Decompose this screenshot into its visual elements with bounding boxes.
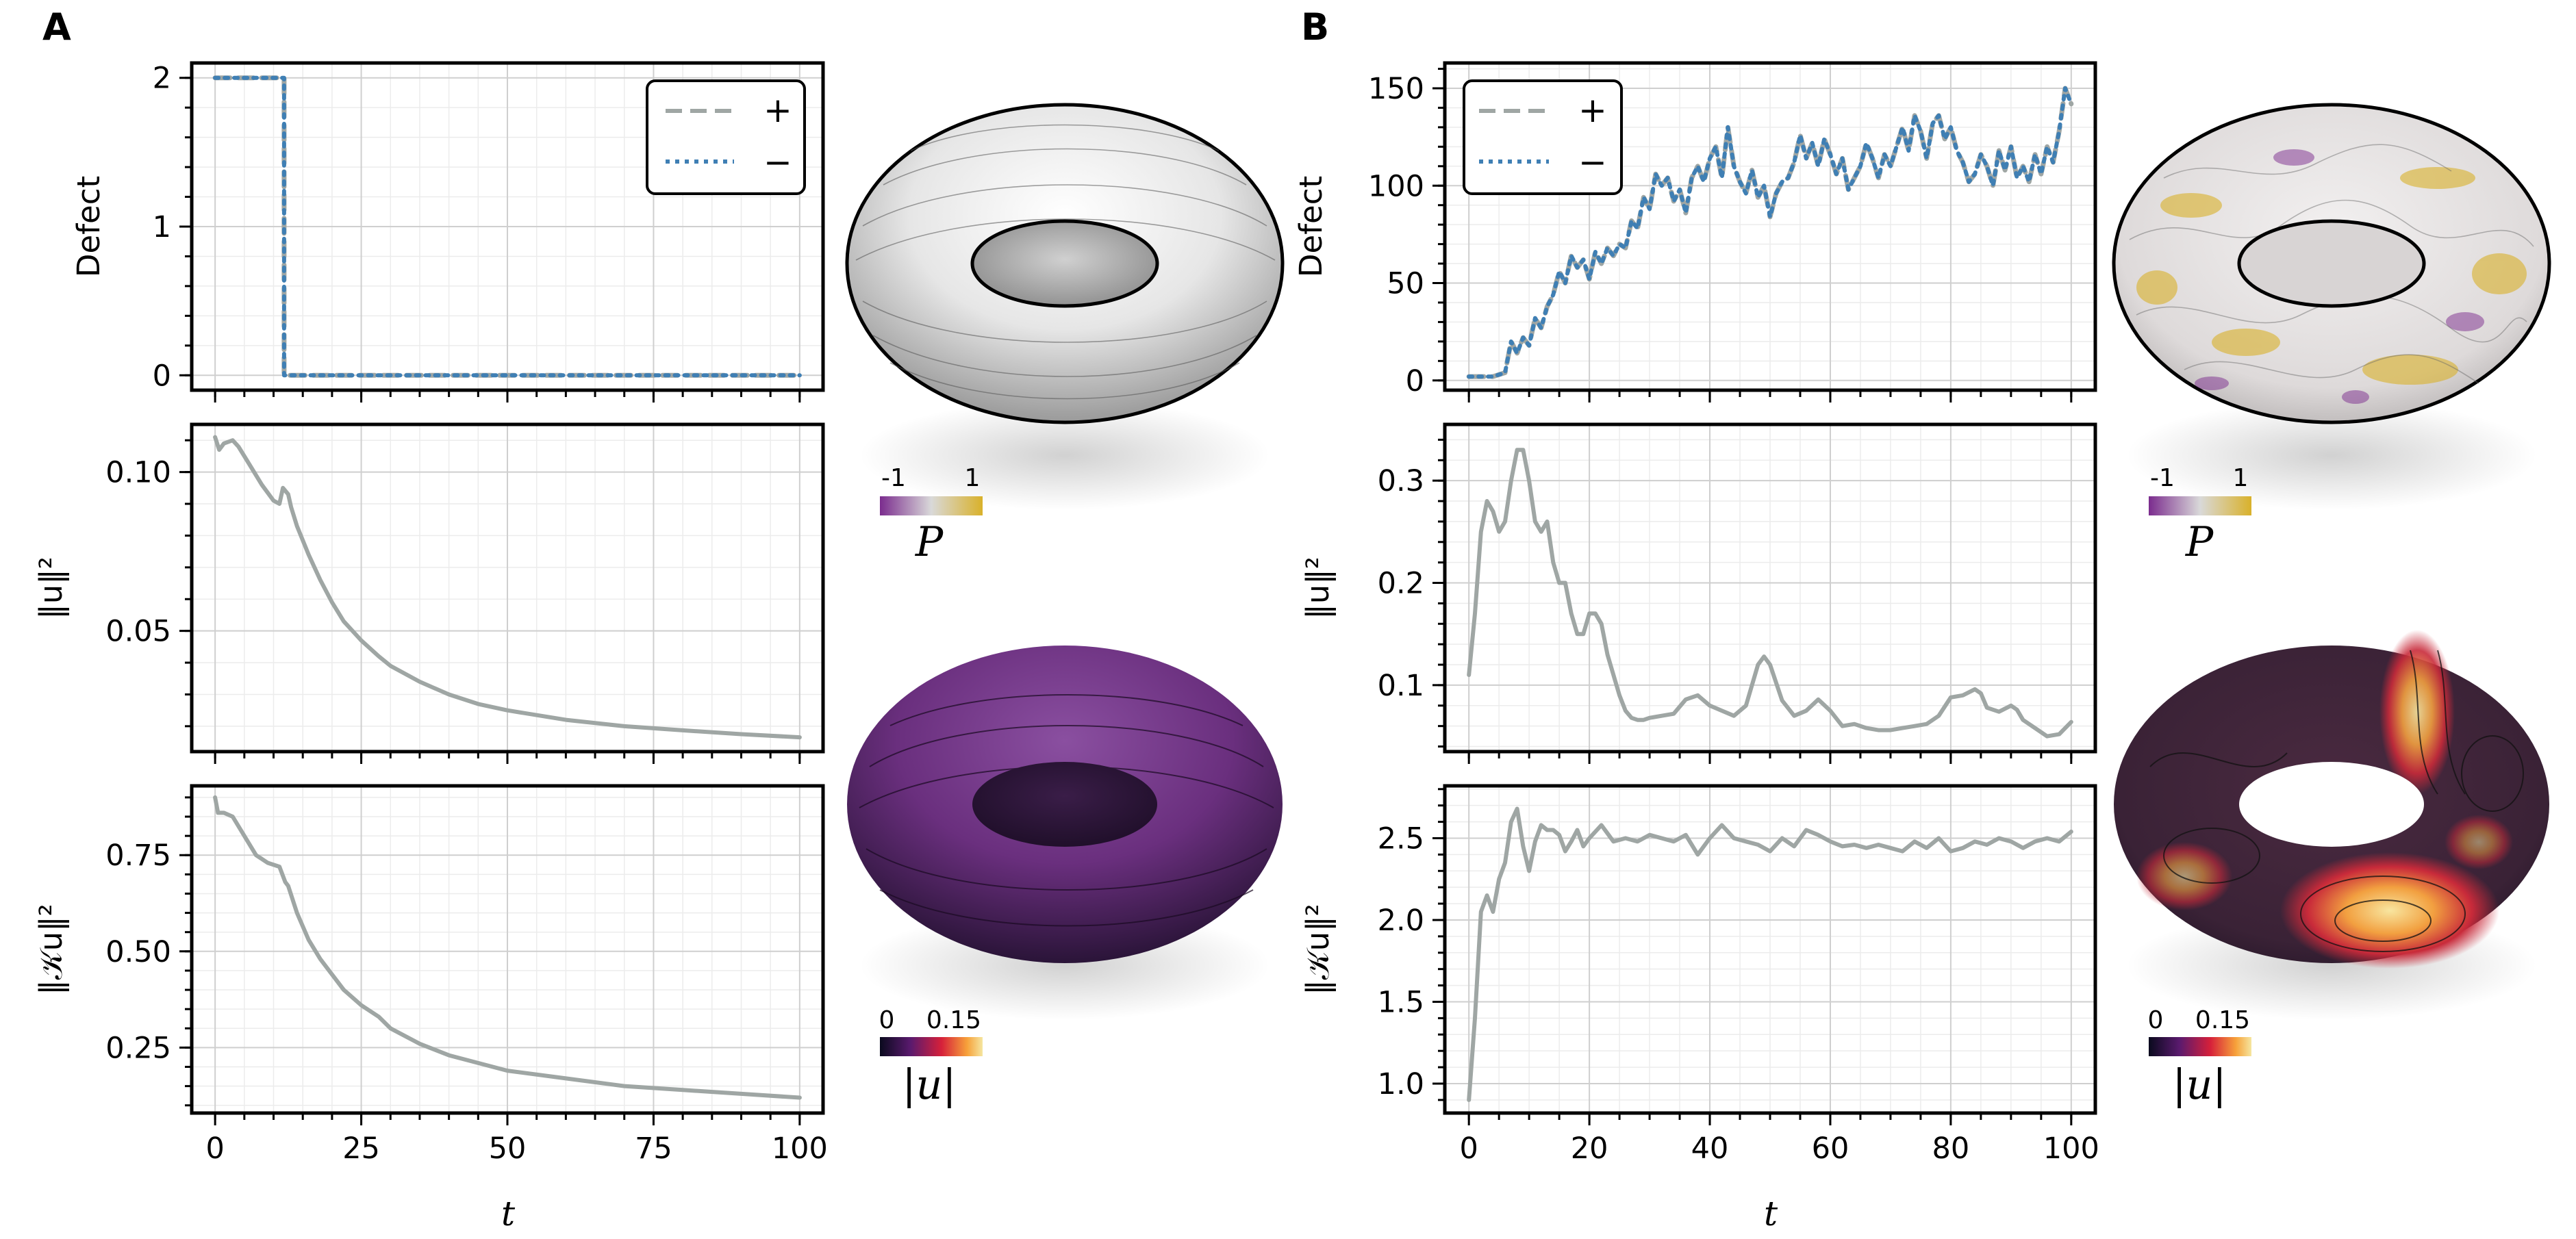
x-tick-label: 75 <box>635 1132 672 1166</box>
axes-frame <box>1443 784 2097 1115</box>
chart-b-enstrophy: 0 20 40 60 80 100 1.0 1.5 2.0 2.5 ‖𝒦u‖² <box>1300 784 2099 1166</box>
y-axis-label: ‖𝒦u‖² <box>1300 904 1336 995</box>
x-tick-label: 80 <box>1932 1132 1970 1166</box>
axes-frame <box>190 61 825 392</box>
cbar-b-p-high: 1 <box>2233 464 2249 492</box>
series-B-energy-solid <box>1467 448 2073 739</box>
cbar-b-u-high: 0.15 <box>2195 1006 2250 1034</box>
chart-b-defect: 0 50 100 150 Defect <box>1293 61 2097 403</box>
chart-a-enstrophy: 0 25 50 75 100 0.25 0.50 0.75 ‖𝒦u‖² <box>33 784 828 1166</box>
cbar-a-u <box>880 1037 983 1056</box>
x-tick-label: 100 <box>772 1132 828 1166</box>
y-tick-label: 0.05 <box>105 615 171 649</box>
x-tick-label: 0 <box>205 1132 224 1166</box>
b-xlabel: t <box>1764 1194 1778 1234</box>
chart-a-energy: 0.05 0.10 ‖u‖² <box>33 422 825 764</box>
legend-a-minus-label: − <box>763 142 792 182</box>
y-tick-label: 2.5 <box>1378 821 1424 856</box>
panel-letter-b: B <box>1301 5 1329 49</box>
cbar-b-u-low: 0 <box>2148 1006 2164 1034</box>
series-A-energy-solid <box>213 435 802 740</box>
torus-a-director-field <box>845 103 1285 510</box>
torus-a-velocity-field <box>847 646 1283 1020</box>
x-tick-label: 50 <box>489 1132 527 1166</box>
chart-b-energy: 0.1 0.2 0.3 ‖u‖² <box>1300 422 2097 764</box>
y-axis-label: ‖𝒦u‖² <box>33 904 69 995</box>
cbar-a-u-low: 0 <box>879 1006 895 1034</box>
y-tick-label: 0.3 <box>1378 464 1424 498</box>
y-tick-label: 0.25 <box>105 1031 171 1065</box>
chart-a-defect: 0 1 2 Defect <box>71 61 825 403</box>
x-tick-label: 60 <box>1812 1132 1849 1166</box>
cbar-a-p-low: -1 <box>881 464 906 492</box>
axes-frame <box>1443 61 2097 392</box>
y-axis-label: Defect <box>1293 176 1329 277</box>
y-tick-label: 0.75 <box>105 839 171 873</box>
series-A-defect-dotted <box>213 75 802 378</box>
cbar-a-p-label: P <box>915 518 944 566</box>
torus-b-velocity-field <box>2114 630 2549 1020</box>
y-tick-label: 100 <box>1368 169 1424 203</box>
y-tick-label: 1.5 <box>1378 985 1424 1019</box>
y-tick-label: 150 <box>1368 72 1424 106</box>
legend-a-plus-label: + <box>763 90 792 130</box>
y-axis-label: ‖u‖² <box>33 557 69 620</box>
axes-frame <box>1443 422 2097 754</box>
cbar-b-u <box>2149 1037 2251 1056</box>
y-tick-label: 0.1 <box>1378 669 1424 703</box>
legend-a: + − <box>646 79 806 195</box>
cbar-a-p-high: 1 <box>965 464 981 492</box>
y-tick-label: 50 <box>1387 267 1424 301</box>
cbar-b-u-label: |u| <box>2172 1061 2226 1109</box>
axes-frame <box>190 784 825 1115</box>
y-tick-label: 0 <box>1406 364 1424 398</box>
cbar-a-u-label: |u| <box>902 1061 956 1109</box>
x-tick-label: 25 <box>342 1132 380 1166</box>
legend-b-minus-label: − <box>1578 142 1607 182</box>
y-tick-label: 2 <box>153 62 171 96</box>
series-A-enstrophy-solid <box>213 795 802 1100</box>
x-tick-label: 100 <box>2043 1132 2099 1166</box>
x-tick-label: 40 <box>1691 1132 1729 1166</box>
y-tick-label: 0 <box>153 359 171 393</box>
x-tick-label: 0 <box>1460 1132 1478 1166</box>
legend-b-plus-label: + <box>1578 90 1607 130</box>
series-A-defect-dashed <box>212 75 803 378</box>
legend-b: + − <box>1463 79 1623 195</box>
cbar-b-p-label: P <box>2185 518 2214 566</box>
cbar-a-p <box>880 496 983 515</box>
cbar-b-p-low: -1 <box>2150 464 2175 492</box>
y-tick-label: 1.0 <box>1378 1067 1424 1101</box>
series-B-enstrophy-solid <box>1467 806 2073 1102</box>
legend-a-box <box>646 79 806 195</box>
a-xlabel: t <box>501 1194 516 1234</box>
y-axis-label: ‖u‖² <box>1300 557 1336 620</box>
y-axis-label: Defect <box>71 176 107 277</box>
axes-frame <box>190 422 825 754</box>
torus-b-director-field <box>2112 103 2551 510</box>
y-tick-label: 0.2 <box>1378 567 1424 601</box>
series-B-defect-dotted <box>1467 86 2073 379</box>
cbar-a-u-high: 0.15 <box>926 1006 981 1034</box>
y-tick-label: 0.10 <box>105 456 171 490</box>
x-tick-label: 20 <box>1571 1132 1608 1166</box>
y-tick-label: 1 <box>153 210 171 244</box>
panel-letter-a: A <box>42 5 71 49</box>
cbar-b-p <box>2149 496 2251 515</box>
y-tick-label: 0.50 <box>105 935 171 969</box>
legend-b-box <box>1463 79 1623 195</box>
y-tick-label: 2.0 <box>1378 904 1424 938</box>
